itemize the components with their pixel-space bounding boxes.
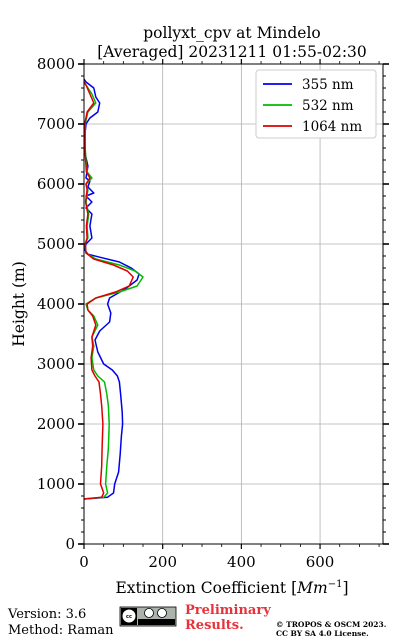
chart-title: pollyxt_cpv at Mindelo	[143, 24, 321, 42]
y-tick-label: 7000	[37, 115, 75, 133]
legend-label: 1064 nm	[302, 119, 362, 135]
x-tick-label: 0	[79, 553, 89, 571]
y-tick-label: 4000	[37, 295, 75, 313]
copyright-text: © TROPOS & OSCM 2023.	[276, 620, 386, 629]
series-lines	[83, 78, 144, 500]
legend-label: 532 nm	[302, 98, 354, 114]
y-tick-label: 1000	[37, 475, 75, 493]
x-tick-label: 400	[227, 553, 256, 571]
y-tick-label: 5000	[37, 235, 75, 253]
method-text: Method: Raman	[8, 623, 114, 638]
x-tick-label: 600	[306, 553, 335, 571]
series-line-1064-nm	[83, 81, 134, 500]
series-line-532-nm	[83, 81, 144, 500]
preliminary-text: Preliminary	[185, 603, 271, 618]
version-text: Version: 3.6	[7, 607, 86, 622]
y-tick-label: 6000	[37, 175, 75, 193]
series-line-355-nm	[83, 78, 140, 500]
chart-subtitle: [Averaged] 20231211 01:55-02:30	[97, 43, 367, 61]
license-text: CC BY SA 4.0 License.	[276, 629, 369, 638]
legend-box	[255, 69, 377, 139]
x-axis-label: Extinction Coefficient [Mm−1]	[115, 579, 348, 597]
x-tick-label: 200	[148, 553, 177, 571]
y-tick-label: 3000	[37, 355, 75, 373]
results-text: Results.	[185, 618, 244, 633]
svg-text:cc: cc	[126, 614, 132, 620]
y-tick-label: 8000	[37, 55, 75, 73]
cc-by-sa-badge: cc	[119, 606, 177, 627]
axis-ticks	[78, 59, 389, 549]
y-axis-label: Height (m)	[10, 261, 28, 347]
legend-label: 355 nm	[302, 77, 354, 93]
legend: 355 nm 532 nm 1064 nm	[255, 69, 377, 139]
y-tick-label: 0	[65, 535, 75, 553]
axis-tick-labels: 0 200 400 600010002000300040005000600070008…	[37, 55, 335, 571]
y-tick-label: 2000	[37, 415, 75, 433]
